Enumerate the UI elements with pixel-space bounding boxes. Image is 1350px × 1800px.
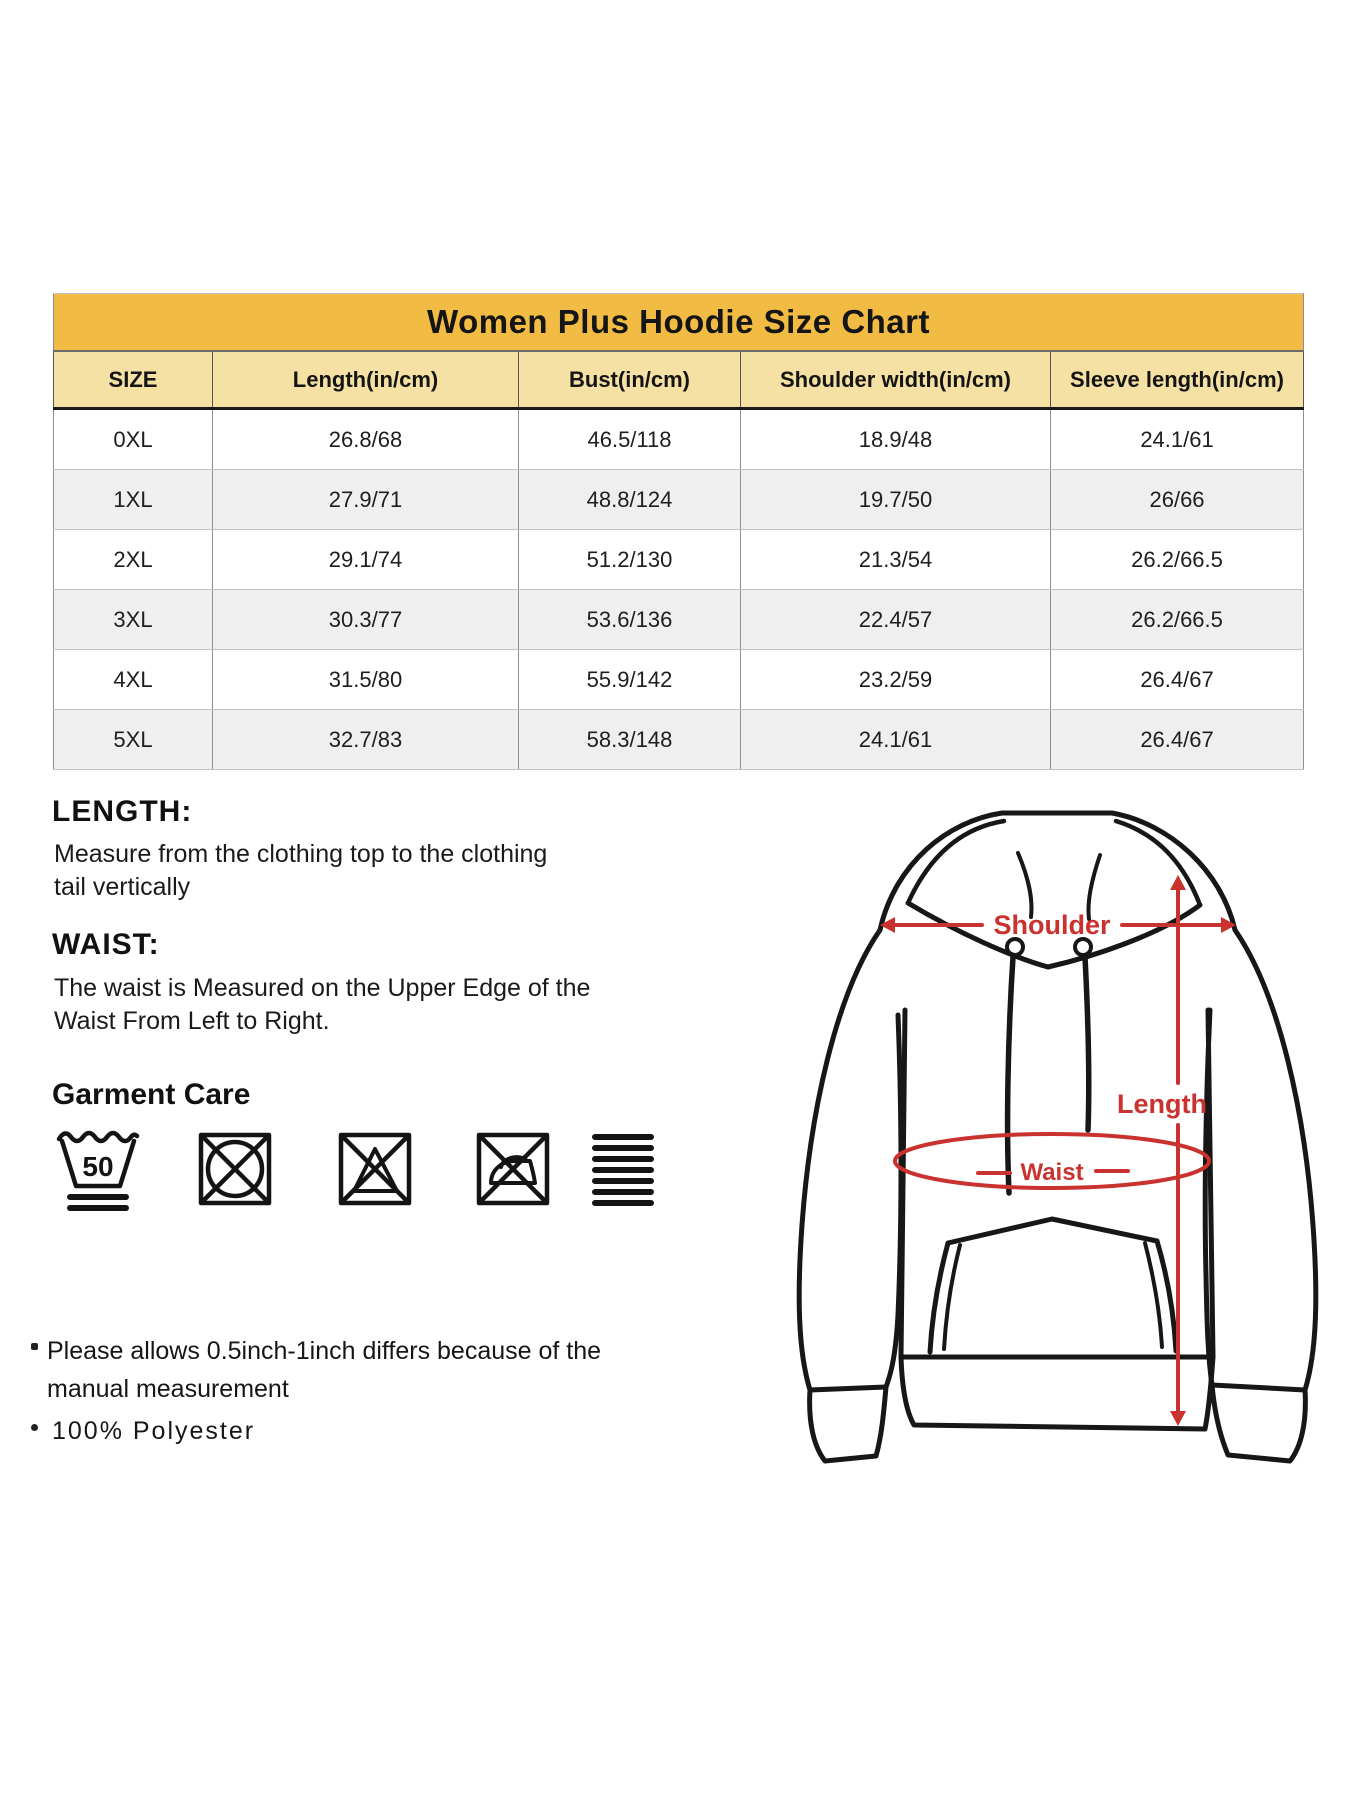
hem-band [898, 1354, 1216, 1432]
waist-section-heading: WAIST: [52, 928, 160, 961]
waist-label: Waist [1020, 1159, 1083, 1186]
arrowhead-left [880, 917, 895, 933]
size-chart-title: Women Plus Hoodie Size Chart [52, 293, 1305, 352]
shoulder-width-cell: 24.1/61 [740, 709, 1051, 770]
size-cell: 2XL [53, 529, 213, 590]
table-title-row: Women Plus Hoodie Size Chart [52, 293, 1305, 352]
drawstring-grommet [1005, 937, 1025, 957]
drawstring [1004, 954, 1016, 1196]
bust-cell: 53.6/136 [518, 589, 741, 650]
sleeve-length-cell: 26.2/66.5 [1049, 589, 1305, 650]
length-cell: 26.8/68 [212, 408, 519, 470]
sleeve-length-cell: 26.4/67 [1049, 649, 1305, 710]
size-cell: 3XL [53, 589, 213, 650]
bust-cell: 46.5/118 [518, 408, 741, 470]
bust-cell: 58.3/148 [518, 709, 741, 770]
table-row: 1XL 27.9/71 48.8/124 19.7/50 26/66 [53, 469, 1305, 530]
shoulder-width-cell: 19.7/50 [740, 469, 1051, 530]
table-row: 3XL 30.3/77 53.6/136 22.4/57 26.2/66.5 [53, 589, 1305, 650]
dry-flat-icon [588, 1130, 658, 1213]
garment-care-heading: Garment Care [52, 1078, 251, 1111]
note-measurement-tolerance: Please allows 0.5inch-1inch differs beca… [47, 1337, 602, 1403]
size-cell: 0XL [53, 408, 213, 470]
size-chart-table: Women Plus Hoodie Size Chart SIZE Length… [52, 293, 1305, 770]
column-header-bust: Bust(in/cm) [518, 350, 741, 410]
length-section-body: Measure from the clothing top to the clo… [54, 840, 548, 901]
bust-cell: 51.2/130 [518, 529, 741, 590]
shoulder-width-cell: 23.2/59 [740, 649, 1051, 710]
column-header-sleeve-length: Sleeve length(in/cm) [1049, 350, 1305, 410]
note-bullet [31, 1343, 38, 1350]
shoulder-width-cell: 21.3/54 [740, 529, 1051, 590]
arrowhead-right [1221, 917, 1236, 933]
bust-cell: 48.8/124 [518, 469, 741, 530]
arrowhead-down [1170, 1411, 1186, 1426]
right-sleeve [1232, 927, 1319, 1393]
length-label: Length [1117, 1089, 1207, 1119]
bust-cell: 55.9/142 [518, 649, 741, 710]
sleeve-length-cell: 26.2/66.5 [1049, 529, 1305, 590]
shoulder-width-cell: 22.4/57 [740, 589, 1051, 650]
length-cell: 31.5/80 [212, 649, 519, 710]
length-cell: 32.7/83 [212, 709, 519, 770]
size-cell: 4XL [53, 649, 213, 710]
right-cuff [1209, 1382, 1308, 1464]
wash-temperature: 50 [82, 1151, 113, 1182]
table-row: 4XL 31.5/80 55.9/142 23.2/59 26.4/67 [53, 649, 1305, 710]
drawstring [1082, 954, 1092, 1133]
pocket [945, 1216, 1160, 1246]
shoulder-width-cell: 18.9/48 [740, 408, 1051, 470]
length-cell: 29.1/74 [212, 529, 519, 590]
sleeve-length-cell: 24.1/61 [1049, 408, 1305, 470]
length-cell: 27.9/71 [212, 469, 519, 530]
table-header-row: SIZE Length(in/cm) Bust(in/cm) Shoulder … [53, 350, 1305, 410]
do-not-tumble-dry-icon [196, 1130, 274, 1213]
do-not-iron-icon [474, 1130, 552, 1213]
hoodie-measurement-diagram: Shoulder Length Waist [780, 795, 1340, 1495]
length-cell: 30.3/77 [212, 589, 519, 650]
sleeve-length-cell: 26/66 [1049, 469, 1305, 530]
column-header-size: SIZE [53, 350, 213, 410]
drawstring-grommet [1073, 937, 1093, 957]
shoulder-label: Shoulder [993, 910, 1110, 940]
table-row: 0XL 26.8/68 46.5/118 18.9/48 24.1/61 [53, 408, 1305, 470]
size-cell: 1XL [53, 469, 213, 530]
do-not-bleach-icon [336, 1130, 414, 1213]
sleeve-length-cell: 26.4/67 [1049, 709, 1305, 770]
column-header-shoulder-width: Shoulder width(in/cm) [740, 350, 1051, 410]
left-sleeve [796, 927, 883, 1393]
hood-outline [877, 810, 1238, 933]
left-cuff [807, 1384, 889, 1464]
table-row: 2XL 29.1/74 51.2/130 21.3/54 26.2/66.5 [53, 529, 1305, 590]
arrowhead-up [1170, 875, 1186, 890]
wash-50-icon: 50 [54, 1122, 142, 1223]
note-material: 100% Polyester [52, 1417, 256, 1445]
note-bullet [31, 1424, 38, 1431]
length-section-heading: LENGTH: [52, 795, 193, 828]
size-cell: 5XL [53, 709, 213, 770]
body-right-edge [1205, 1007, 1216, 1360]
waist-section-body: The waist is Measured on the Upper Edge … [54, 974, 591, 1035]
waist-measure-ellipse [893, 1132, 1211, 1190]
table-row: 5XL 32.7/83 58.3/148 24.1/61 26.4/67 [53, 709, 1305, 770]
body-left-edge [898, 1007, 908, 1360]
column-header-length: Length(in/cm) [212, 350, 519, 410]
